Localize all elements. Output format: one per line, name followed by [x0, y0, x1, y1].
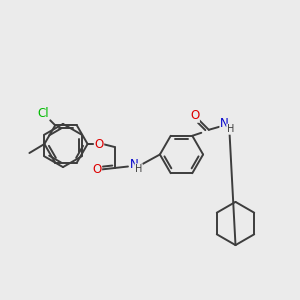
- Text: O: O: [190, 109, 199, 122]
- Text: O: O: [94, 137, 103, 151]
- Text: Cl: Cl: [38, 107, 49, 120]
- Text: N: N: [129, 158, 138, 171]
- Text: H: H: [227, 124, 234, 134]
- Text: N: N: [220, 117, 229, 130]
- Text: H: H: [135, 164, 142, 174]
- Text: O: O: [92, 163, 101, 176]
